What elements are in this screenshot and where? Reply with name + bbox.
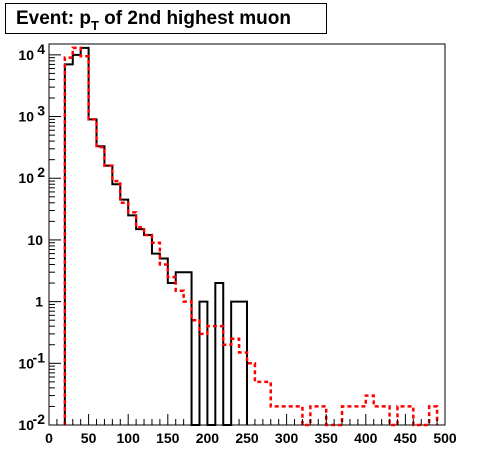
chart-title: Event: pT of 2nd highest muon [16,8,292,33]
y-tick-exponent: 2 [37,164,45,180]
x-tick-label: 0 [45,430,53,446]
x-tick-label: 500 [433,430,457,446]
title-subscript: T [90,18,99,33]
title-prefix: Event: p [16,8,91,29]
x-tick-label: 150 [156,430,180,446]
y-tick-label: 10 [18,47,34,63]
title-box: Event: pT of 2nd highest muon [5,3,327,34]
x-tick-label: 450 [394,430,418,446]
x-tick-label: 200 [196,430,220,446]
y-tick-label: 10 [18,170,34,186]
x-tick-label: 350 [315,430,339,446]
y-tick-label: 1 [35,294,43,310]
title-suffix: of 2nd highest muon [98,8,292,29]
y-tick-exponent: 4 [37,41,45,57]
y-tick-label: 10 [18,355,34,371]
y-tick-exponent: -1 [33,349,46,365]
x-tick-label: 100 [117,430,141,446]
series-solid-black [63,46,248,426]
x-tick-label: 50 [81,430,97,446]
y-tick-label: 10 [18,109,34,125]
y-tick-label: 10 [18,417,34,433]
y-tick-exponent: -2 [33,411,46,427]
y-tick-exponent: 3 [37,103,45,119]
x-tick-label: 250 [235,430,259,446]
x-tick-label: 300 [275,430,299,446]
y-tick-label: 10 [27,232,43,248]
x-tick-label: 400 [354,430,378,446]
series-dashed-red [63,46,439,427]
